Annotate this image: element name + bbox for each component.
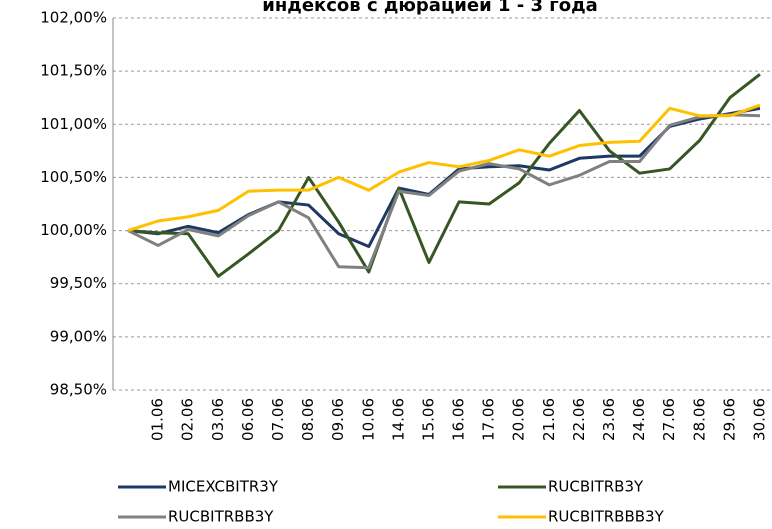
x-tick-label: 22.06 bbox=[570, 398, 588, 441]
legend-label: RUCBITRBB3Y bbox=[168, 508, 274, 526]
x-tick-label: 14.06 bbox=[389, 398, 407, 441]
x-tick-label: 06.06 bbox=[239, 398, 257, 441]
x-tick-label: 10.06 bbox=[359, 398, 377, 441]
x-tick-label: 07.06 bbox=[269, 398, 287, 441]
legend-label: RUCBITRB3Y bbox=[548, 478, 644, 496]
x-tick-label: 28.06 bbox=[690, 398, 708, 441]
x-tick-label: 30.06 bbox=[750, 398, 768, 441]
y-tick-label: 99,50% bbox=[50, 274, 107, 292]
x-tick-label: 08.06 bbox=[299, 398, 317, 441]
y-tick-label: 101,50% bbox=[40, 62, 107, 80]
x-tick-label: 01.06 bbox=[149, 398, 167, 441]
x-tick-label: 21.06 bbox=[540, 398, 558, 441]
x-tick-label: 16.06 bbox=[450, 398, 468, 441]
y-tick-label: 101,00% bbox=[40, 115, 107, 133]
y-tick-label: 100,00% bbox=[40, 221, 107, 239]
series-line bbox=[127, 113, 761, 270]
x-tick-label: 15.06 bbox=[419, 398, 437, 441]
x-tick-label: 27.06 bbox=[660, 398, 678, 441]
x-tick-label: 02.06 bbox=[179, 398, 197, 441]
x-tick-label: 23.06 bbox=[600, 398, 618, 441]
chart-title: индексов с дюрацией 1 - 3 года bbox=[262, 0, 598, 16]
series-line bbox=[127, 103, 761, 233]
x-tick-label: 09.06 bbox=[329, 398, 347, 441]
x-tick-label: 20.06 bbox=[510, 398, 528, 441]
series-line bbox=[127, 73, 761, 278]
y-tick-label: 98,50% bbox=[50, 381, 107, 399]
y-tick-label: 100,50% bbox=[40, 168, 107, 186]
x-tick-label: 03.06 bbox=[209, 398, 227, 441]
x-tick-label: 17.06 bbox=[480, 398, 498, 441]
x-tick-label: 29.06 bbox=[720, 398, 738, 441]
x-tick-label: 24.06 bbox=[630, 398, 648, 441]
legend-label: MICEXCBITR3Y bbox=[168, 478, 279, 496]
legend-label: RUCBITRBBB3Y bbox=[548, 508, 665, 526]
y-tick-label: 99,00% bbox=[50, 327, 107, 345]
y-tick-label: 102,00% bbox=[40, 9, 107, 27]
